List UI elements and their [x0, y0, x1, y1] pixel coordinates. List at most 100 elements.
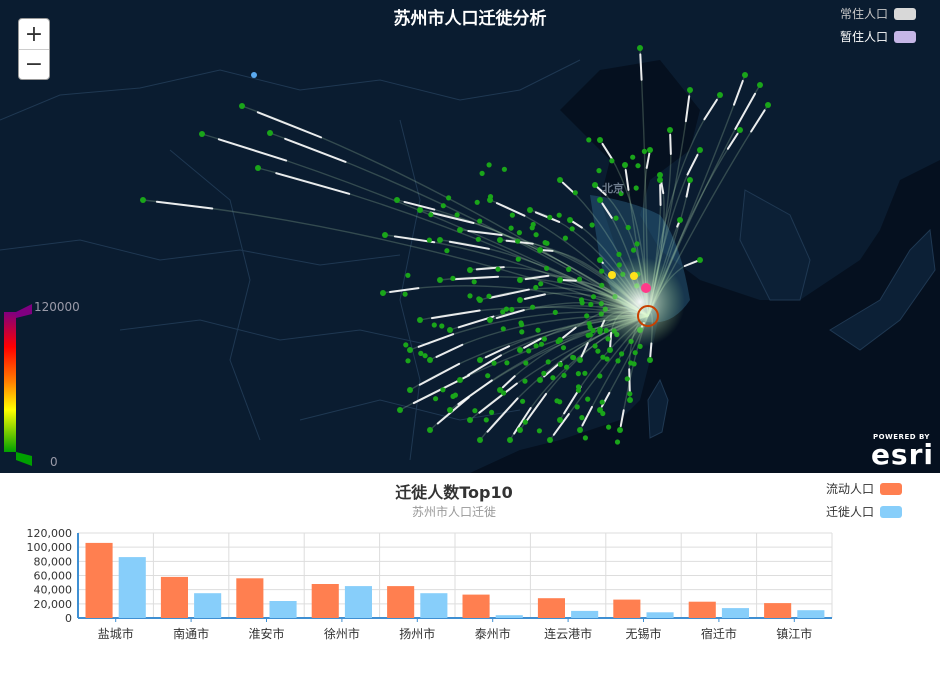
origin-point[interactable] [588, 301, 594, 307]
origin-point[interactable] [504, 360, 510, 366]
origin-point[interactable] [567, 217, 573, 223]
origin-point[interactable] [508, 225, 514, 231]
hotspot-marker[interactable] [608, 271, 616, 279]
origin-point[interactable] [522, 378, 528, 384]
origin-point[interactable] [637, 45, 643, 51]
origin-point[interactable] [501, 390, 507, 396]
bar[interactable] [613, 599, 641, 618]
origin-point[interactable] [617, 427, 623, 433]
origin-point[interactable] [140, 197, 146, 203]
origin-point[interactable] [457, 377, 463, 383]
bar[interactable] [764, 603, 792, 618]
origin-point[interactable] [405, 358, 411, 364]
origin-point[interactable] [555, 338, 561, 345]
origin-point[interactable] [526, 348, 532, 354]
origin-point[interactable] [616, 251, 622, 257]
origin-point[interactable] [447, 327, 453, 333]
origin-point[interactable] [500, 309, 506, 315]
origin-point[interactable] [479, 170, 485, 176]
origin-point[interactable] [550, 375, 556, 381]
origin-point[interactable] [596, 168, 602, 174]
origin-point[interactable] [485, 373, 491, 379]
origin-point[interactable] [604, 356, 610, 362]
origin-point[interactable] [403, 342, 409, 348]
origin-point[interactable] [592, 182, 598, 188]
origin-point[interactable] [417, 317, 423, 323]
legend-item-resident[interactable]: 常住人口 [840, 2, 916, 25]
origin-point[interactable] [595, 348, 601, 354]
bar[interactable] [387, 586, 415, 618]
origin-point[interactable] [579, 415, 585, 421]
origin-point[interactable] [605, 336, 611, 342]
origin-point[interactable] [537, 377, 543, 383]
bar[interactable] [118, 557, 146, 618]
bar[interactable] [236, 578, 264, 618]
origin-point[interactable] [634, 241, 640, 247]
origin-point[interactable] [380, 290, 386, 296]
origin-point[interactable] [576, 276, 583, 282]
origin-point[interactable] [582, 435, 589, 441]
origin-point[interactable] [574, 404, 580, 410]
origin-point[interactable] [533, 232, 539, 238]
origin-point[interactable] [500, 326, 506, 332]
origin-point[interactable] [497, 237, 503, 243]
origin-point[interactable] [427, 357, 433, 363]
origin-point[interactable] [586, 137, 592, 143]
origin-point[interactable] [584, 313, 590, 319]
origin-point[interactable] [446, 195, 452, 201]
origin-point[interactable] [627, 397, 633, 403]
origin-point[interactable] [397, 407, 403, 413]
origin-point[interactable] [467, 267, 473, 273]
origin-point[interactable] [507, 437, 513, 443]
origin-point[interactable] [509, 306, 515, 313]
origin-point[interactable] [614, 439, 621, 445]
origin-point[interactable] [394, 197, 400, 203]
origin-point[interactable] [450, 275, 456, 281]
origin-point[interactable] [687, 87, 693, 93]
hotspot-marker[interactable] [641, 283, 651, 293]
origin-point[interactable] [575, 384, 582, 390]
origin-point[interactable] [402, 291, 408, 297]
origin-point[interactable] [515, 256, 521, 262]
origin-point[interactable] [630, 247, 637, 253]
origin-point[interactable] [597, 137, 603, 143]
origin-point[interactable] [489, 409, 495, 415]
origin-point[interactable] [657, 177, 663, 183]
origin-point[interactable] [428, 212, 434, 218]
origin-point[interactable] [483, 417, 489, 423]
origin-point[interactable] [454, 212, 460, 218]
origin-point[interactable] [677, 217, 683, 223]
origin-point[interactable] [418, 350, 424, 356]
origin-point[interactable] [475, 236, 481, 242]
origin-point[interactable] [530, 221, 536, 228]
origin-point[interactable] [426, 237, 432, 243]
origin-point[interactable] [556, 212, 562, 218]
bar[interactable] [537, 598, 565, 618]
origin-point[interactable] [407, 347, 413, 353]
origin-point[interactable] [606, 424, 612, 430]
origin-point[interactable] [737, 127, 743, 133]
origin-point[interactable] [477, 218, 483, 224]
bar[interactable] [646, 612, 674, 618]
origin-point[interactable] [519, 329, 525, 335]
origin-point[interactable] [697, 147, 703, 153]
origin-point[interactable] [533, 343, 539, 349]
origin-point[interactable] [585, 396, 591, 402]
origin-point[interactable] [657, 172, 663, 178]
origin-point[interactable] [255, 165, 261, 171]
origin-point[interactable] [742, 72, 748, 78]
origin-point[interactable] [667, 127, 673, 133]
origin-point[interactable] [407, 387, 413, 393]
suzhou-target-ring[interactable] [637, 305, 659, 327]
origin-point[interactable] [199, 131, 205, 137]
origin-point[interactable] [471, 279, 477, 285]
origin-point[interactable] [579, 300, 585, 306]
origin-point[interactable] [547, 214, 553, 220]
origin-point[interactable] [440, 387, 446, 393]
origin-point[interactable] [562, 235, 569, 241]
origin-point[interactable] [530, 304, 536, 310]
origin-point[interactable] [613, 215, 619, 221]
origin-point[interactable] [495, 266, 501, 272]
origin-point[interactable] [635, 163, 641, 169]
legend-item-migrant[interactable]: 迁徙人口 [826, 500, 902, 523]
